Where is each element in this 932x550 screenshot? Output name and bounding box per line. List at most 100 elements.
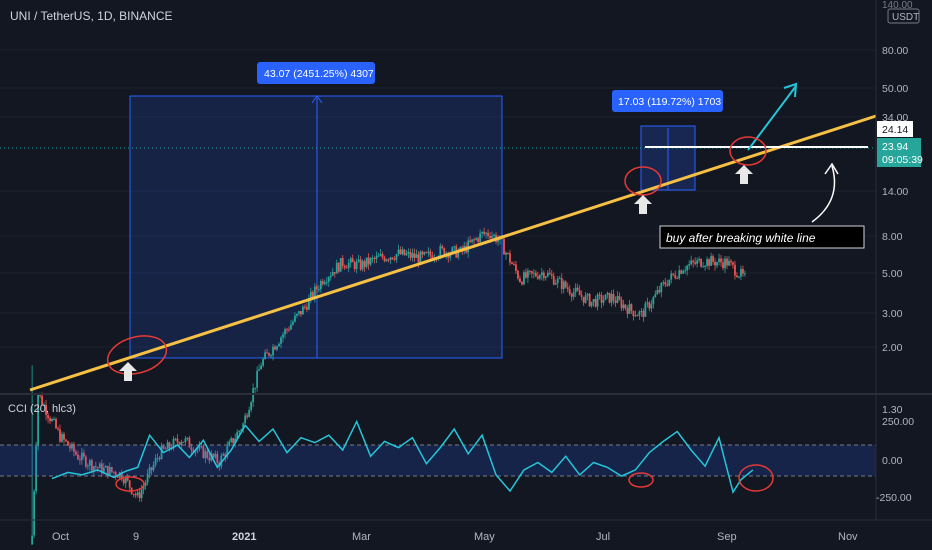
candle <box>230 436 233 443</box>
candle <box>407 248 410 259</box>
candle-body <box>419 251 422 263</box>
candle <box>511 261 513 265</box>
candle <box>556 275 559 289</box>
candle-body <box>81 452 83 461</box>
candle-body <box>692 260 695 263</box>
candle-body <box>666 284 669 286</box>
measure-box-small[interactable] <box>640 125 696 191</box>
candle-body <box>525 272 527 278</box>
candle-body <box>379 254 382 256</box>
candle-body <box>654 294 657 298</box>
candle <box>722 258 724 271</box>
up-arrow-icon-3 <box>735 165 753 184</box>
candle <box>152 461 155 473</box>
candle <box>274 344 276 350</box>
candle-body <box>526 270 529 278</box>
candle <box>73 441 75 457</box>
candle <box>738 276 740 279</box>
candle-body <box>71 443 73 449</box>
candle-body <box>622 304 625 309</box>
candle-body <box>471 239 474 242</box>
candle <box>409 248 412 261</box>
candle <box>37 393 39 451</box>
time-label: May <box>474 531 495 543</box>
measure-label-small: 17.03 (119.72%) 1703 <box>618 96 721 108</box>
candle <box>525 268 527 280</box>
candle-body <box>387 259 390 261</box>
candle <box>576 283 579 292</box>
candle <box>523 269 525 286</box>
candle <box>317 285 320 293</box>
candle <box>309 287 312 304</box>
candle-body <box>528 270 531 272</box>
candle <box>355 258 358 274</box>
candle-body <box>311 291 314 298</box>
candle <box>622 300 625 311</box>
candle-body <box>284 329 286 335</box>
candle <box>702 261 705 268</box>
candle <box>688 260 691 270</box>
trendline[interactable] <box>29 114 877 392</box>
candle <box>582 296 585 306</box>
candle <box>399 246 402 255</box>
candle-body <box>96 467 99 469</box>
candle-body <box>202 446 205 459</box>
candle <box>63 431 65 444</box>
candle-body <box>616 296 619 303</box>
candle-body <box>274 346 276 350</box>
candle-body <box>439 246 442 257</box>
candle <box>329 271 332 281</box>
candle-body <box>180 441 183 446</box>
candle-body <box>248 410 251 417</box>
note-box[interactable] <box>659 225 865 249</box>
candle <box>154 454 157 468</box>
candle-body <box>112 471 115 473</box>
projection-arrow[interactable] <box>747 85 797 151</box>
candle <box>343 264 346 271</box>
candle <box>55 417 57 430</box>
candle <box>696 257 699 268</box>
candle-body <box>722 262 724 269</box>
candle <box>77 450 79 461</box>
candle-body <box>355 261 358 270</box>
candle <box>568 285 571 296</box>
candle <box>397 244 400 257</box>
candle <box>660 282 663 298</box>
candle <box>256 366 259 392</box>
candle-body <box>142 485 145 490</box>
currency-badge[interactable] <box>887 8 920 24</box>
candle <box>616 291 619 304</box>
candle <box>485 231 487 239</box>
candle <box>720 254 722 267</box>
candle-body <box>391 257 394 260</box>
candle-body <box>399 249 402 255</box>
candle <box>614 296 617 307</box>
candle <box>162 445 165 450</box>
measure-box-large[interactable] <box>129 95 503 359</box>
candle <box>724 255 726 273</box>
cci-marker-circle-2 <box>628 472 654 488</box>
candle <box>666 279 669 287</box>
candle-body <box>266 352 268 354</box>
candle-body <box>152 464 155 471</box>
candle-body <box>73 443 75 452</box>
cci-line[interactable] <box>51 419 754 495</box>
candle <box>429 248 432 259</box>
candle-body <box>385 259 388 262</box>
candle <box>570 292 573 302</box>
candle <box>493 233 495 239</box>
candle <box>526 268 529 283</box>
candle-body <box>612 294 615 301</box>
candle-body <box>55 419 57 429</box>
candle <box>513 261 515 266</box>
candle <box>276 345 278 352</box>
candle <box>300 311 302 317</box>
candle <box>349 256 352 268</box>
candle-body <box>369 258 372 265</box>
candle <box>744 270 746 277</box>
candle-body <box>415 254 418 258</box>
candle-body <box>429 251 432 256</box>
candle <box>630 303 633 315</box>
